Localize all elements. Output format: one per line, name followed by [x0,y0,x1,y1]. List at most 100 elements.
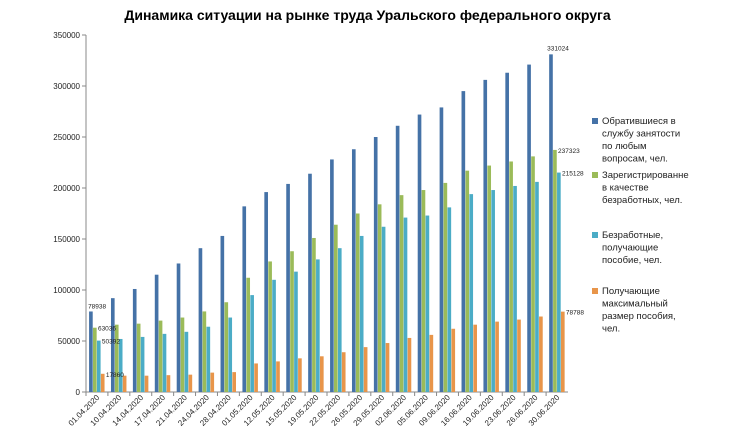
bar-1-17.04.2020 [155,275,159,392]
bar-3-02.06.2020 [404,218,408,392]
bar-2-19.06.2020 [487,166,491,392]
bar-2-09.06.2020 [444,183,448,392]
bar-4-23.06.2020 [517,320,521,392]
bar-3-14.04.2020 [141,337,145,392]
y-tick-label: 300000 [53,82,80,91]
bar-2-21.04.2020 [181,318,185,392]
data-label-4: 78788 [566,310,584,317]
bar-2-10.04.2020 [115,325,119,392]
legend-label-1: вопросам, чел. [602,154,668,165]
y-tick-label: 150000 [53,235,80,244]
bar-3-26.06.2020 [535,182,539,392]
bar-4-26.06.2020 [539,317,543,392]
bar-2-15.05.2020 [290,251,294,392]
bar-2-14.04.2020 [137,324,141,392]
legend-label-3: получающие [602,243,658,254]
legend-label-1: Обратившиеся в [602,116,676,127]
bar-4-30.06.2020 [561,312,565,392]
bar-4-26.05.2020 [364,347,368,392]
bar-4-02.06.2020 [408,338,412,392]
bar-4-24.04.2020 [210,373,214,392]
bar-1-15.05.2020 [286,184,290,392]
bar-2-02.06.2020 [400,195,404,392]
bar-2-29.05.2020 [378,204,382,392]
bar-1-23.06.2020 [505,73,509,392]
bar-1-19.06.2020 [483,80,487,392]
bar-4-17.04.2020 [167,375,171,392]
bar-1-30.06.2020 [549,54,553,392]
bar-1-09.06.2020 [440,107,444,392]
bar-2-17.04.2020 [159,321,163,392]
bar-3-22.05.2020 [338,248,342,392]
legend-label-4: Получающие [602,286,660,297]
bar-1-01.04.2020 [89,311,93,392]
bar-3-19.06.2020 [491,190,495,392]
bar-3-16.06.2020 [469,194,473,392]
bar-4-29.05.2020 [386,343,390,392]
bar-4-28.04.2020 [232,372,236,392]
bar-1-24.04.2020 [199,248,203,392]
bar-1-12.05.2020 [264,192,268,392]
chart: 0500001000001500002000002500003000003500… [0,0,735,441]
bar-4-09.06.2020 [451,329,455,392]
bar-1-21.04.2020 [177,263,181,392]
y-tick-label: 200000 [53,184,80,193]
bar-2-26.05.2020 [356,214,360,393]
bar-1-29.05.2020 [374,137,378,392]
bar-4-14.04.2020 [145,376,149,392]
bar-1-14.04.2020 [133,289,137,392]
bar-4-22.05.2020 [342,352,346,392]
bar-2-24.04.2020 [203,311,207,392]
legend-label-1: по любым [602,141,647,152]
y-tick-label: 50000 [58,337,81,346]
bar-1-02.06.2020 [396,126,400,392]
bar-3-01.04.2020 [97,341,101,392]
bar-4-15.05.2020 [298,358,302,392]
bar-1-26.05.2020 [352,149,356,392]
data-label-2: 237323 [558,148,580,155]
legend-swatch-1 [592,118,598,124]
data-label-3: 215128 [562,171,584,178]
bar-2-26.06.2020 [531,156,535,392]
bar-3-05.06.2020 [426,216,430,392]
bar-2-05.06.2020 [422,190,426,392]
legend-swatch-4 [592,288,598,294]
bar-3-24.04.2020 [207,327,211,392]
bar-1-19.05.2020 [308,174,312,392]
legend-label-4: максимальный [602,299,668,310]
bar-4-12.05.2020 [276,361,280,392]
bar-3-10.04.2020 [119,339,123,392]
bars [89,54,565,392]
legend-label-4: чел. [602,324,620,335]
y-tick-label: 100000 [53,286,80,295]
data-label-4: 17860 [106,372,124,379]
data-label-1: 78938 [88,303,106,310]
data-label-3: 50392 [102,339,120,346]
legend-label-2: Зарегистрированне [602,170,689,181]
legend-label-3: Безработные, [602,230,663,241]
bar-1-01.05.2020 [242,206,246,392]
bar-4-16.06.2020 [473,325,477,392]
bar-4-19.06.2020 [495,322,499,392]
bar-3-30.06.2020 [557,173,561,392]
y-tick-label: 250000 [53,133,80,142]
bar-2-30.06.2020 [553,150,557,392]
legend-label-4: размер пособия, [602,311,676,322]
bar-3-29.05.2020 [382,227,386,392]
bar-1-22.05.2020 [330,159,334,392]
legend: Обратившиеся вслужбу занятостипо любымво… [592,116,689,335]
bar-3-21.04.2020 [185,332,189,392]
bar-1-28.04.2020 [221,236,225,392]
bar-2-28.04.2020 [224,302,228,392]
bar-3-15.05.2020 [294,272,298,392]
legend-label-2: в качестве [602,183,649,194]
bar-2-23.06.2020 [509,161,513,392]
legend-swatch-2 [592,172,598,178]
bar-4-21.04.2020 [189,375,193,392]
bar-1-26.06.2020 [527,65,531,392]
bar-2-22.05.2020 [334,225,338,392]
bar-2-16.06.2020 [465,171,469,392]
legend-label-2: безработных, чел. [602,195,682,206]
bar-2-12.05.2020 [268,261,272,392]
bar-3-01.05.2020 [250,295,254,392]
